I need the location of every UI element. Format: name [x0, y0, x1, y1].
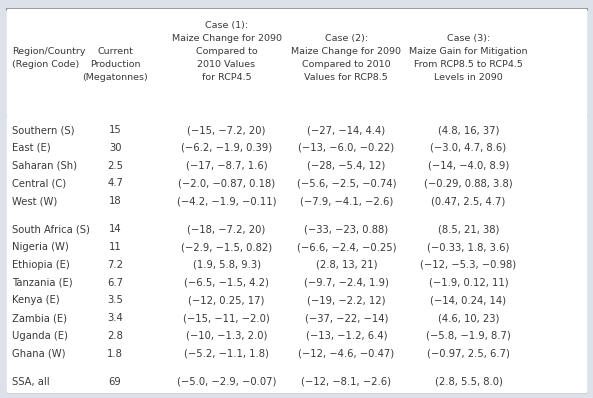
Text: 3.5: 3.5: [107, 295, 123, 305]
Text: Southern (S): Southern (S): [12, 125, 74, 135]
Text: (−6.5, −1.5, 4.2): (−6.5, −1.5, 4.2): [184, 278, 269, 288]
Text: (−0.33, 1.8, 3.6): (−0.33, 1.8, 3.6): [428, 242, 509, 252]
Text: (−6.6, −2.4, −0.25): (−6.6, −2.4, −0.25): [296, 242, 396, 252]
Text: Compared to: Compared to: [196, 47, 257, 56]
Text: (−9.7, −2.4, 1.9): (−9.7, −2.4, 1.9): [304, 278, 389, 288]
Text: 14: 14: [109, 224, 122, 234]
Text: East (E): East (E): [12, 143, 50, 153]
Text: Nigeria (W): Nigeria (W): [12, 242, 69, 252]
Text: (4.6, 10, 23): (4.6, 10, 23): [438, 313, 499, 323]
Text: (−1.9, 0.12, 11): (−1.9, 0.12, 11): [429, 278, 508, 288]
Text: 2.8: 2.8: [107, 331, 123, 341]
Text: Ethiopia (E): Ethiopia (E): [12, 260, 69, 270]
Text: (−12, −8.1, −2.6): (−12, −8.1, −2.6): [301, 377, 391, 387]
Text: (−5.2, −1.1, 1.8): (−5.2, −1.1, 1.8): [184, 349, 269, 359]
Text: 2.5: 2.5: [107, 161, 123, 171]
Text: Current: Current: [97, 47, 133, 56]
Text: (2.8, 13, 21): (2.8, 13, 21): [315, 260, 377, 270]
Text: Uganda (E): Uganda (E): [12, 331, 68, 341]
Text: Maize Gain for Mitigation: Maize Gain for Mitigation: [409, 47, 528, 56]
Text: Region/Country: Region/Country: [12, 47, 85, 56]
Text: (−3.0, 4.7, 8.6): (−3.0, 4.7, 8.6): [431, 143, 506, 153]
Text: (−5.0, −2.9, −0.07): (−5.0, −2.9, −0.07): [177, 377, 276, 387]
Text: (−14, 0.24, 14): (−14, 0.24, 14): [431, 295, 506, 305]
Text: Compared to 2010: Compared to 2010: [302, 60, 391, 69]
Text: (−13, −1.2, 6.4): (−13, −1.2, 6.4): [305, 331, 387, 341]
Text: (−33, −23, 0.88): (−33, −23, 0.88): [304, 224, 388, 234]
Text: (−6.2, −1.9, 0.39): (−6.2, −1.9, 0.39): [181, 143, 272, 153]
Text: (−0.29, 0.88, 3.8): (−0.29, 0.88, 3.8): [424, 178, 513, 188]
Text: 7.2: 7.2: [107, 260, 123, 270]
Text: Maize Change for 2090: Maize Change for 2090: [291, 47, 401, 56]
Text: Ghana (W): Ghana (W): [12, 349, 65, 359]
Text: (−13, −6.0, −0.22): (−13, −6.0, −0.22): [298, 143, 394, 153]
Text: 4.7: 4.7: [107, 178, 123, 188]
Text: 15: 15: [109, 125, 122, 135]
Text: South Africa (S): South Africa (S): [12, 224, 90, 234]
Text: Case (1):: Case (1):: [205, 21, 248, 30]
Text: (Region Code): (Region Code): [12, 60, 79, 69]
Text: 1.8: 1.8: [107, 349, 123, 359]
Text: 30: 30: [109, 143, 122, 153]
Text: SSA, all: SSA, all: [12, 377, 49, 387]
Text: (−27, −14, 4.4): (−27, −14, 4.4): [307, 125, 385, 135]
Text: (−19, −2.2, 12): (−19, −2.2, 12): [307, 295, 385, 305]
Text: (Megatonnes): (Megatonnes): [82, 73, 148, 82]
Text: Case (2):: Case (2):: [325, 34, 368, 43]
Text: 18: 18: [109, 196, 122, 206]
Text: 69: 69: [109, 377, 122, 387]
Text: 3.4: 3.4: [107, 313, 123, 323]
Text: (−18, −7.2, 20): (−18, −7.2, 20): [187, 224, 266, 234]
Text: (0.47, 2.5, 4.7): (0.47, 2.5, 4.7): [431, 196, 506, 206]
Text: Case (3):: Case (3):: [447, 34, 490, 43]
Text: (−0.97, 2.5, 6.7): (−0.97, 2.5, 6.7): [427, 349, 510, 359]
Text: (2.8, 5.5, 8.0): (2.8, 5.5, 8.0): [435, 377, 502, 387]
Text: (8.5, 21, 38): (8.5, 21, 38): [438, 224, 499, 234]
Text: Kenya (E): Kenya (E): [12, 295, 59, 305]
Text: (−5.8, −1.9, 8.7): (−5.8, −1.9, 8.7): [426, 331, 511, 341]
Text: Maize Change for 2090: Maize Change for 2090: [171, 34, 282, 43]
Text: 2010 Values: 2010 Values: [197, 60, 256, 69]
Text: Production: Production: [90, 60, 141, 69]
Text: (−14, −4.0, 8.9): (−14, −4.0, 8.9): [428, 161, 509, 171]
Text: Values for RCP8.5: Values for RCP8.5: [304, 73, 388, 82]
Text: (−17, −8.7, 1.6): (−17, −8.7, 1.6): [186, 161, 267, 171]
Text: West (W): West (W): [12, 196, 57, 206]
Text: (−28, −5.4, 12): (−28, −5.4, 12): [307, 161, 385, 171]
Text: (−2.9, −1.5, 0.82): (−2.9, −1.5, 0.82): [181, 242, 272, 252]
Text: (−12, −5.3, −0.98): (−12, −5.3, −0.98): [420, 260, 517, 270]
Text: Saharan (Sh): Saharan (Sh): [12, 161, 77, 171]
Text: Levels in 2090: Levels in 2090: [434, 73, 503, 82]
Text: (−15, −7.2, 20): (−15, −7.2, 20): [187, 125, 266, 135]
Text: (−12, 0.25, 17): (−12, 0.25, 17): [189, 295, 264, 305]
Text: (−10, −1.3, 2.0): (−10, −1.3, 2.0): [186, 331, 267, 341]
Text: (1.9, 5.8, 9.3): (1.9, 5.8, 9.3): [193, 260, 260, 270]
Text: Tanzania (E): Tanzania (E): [12, 278, 72, 288]
Text: (−12, −4.6, −0.47): (−12, −4.6, −0.47): [298, 349, 394, 359]
Text: for RCP4.5: for RCP4.5: [202, 73, 251, 82]
Text: (4.8, 16, 37): (4.8, 16, 37): [438, 125, 499, 135]
Text: 11: 11: [109, 242, 122, 252]
Text: Zambia (E): Zambia (E): [12, 313, 67, 323]
Text: 6.7: 6.7: [107, 278, 123, 288]
Text: (−2.0, −0.87, 0.18): (−2.0, −0.87, 0.18): [178, 178, 275, 188]
Text: (−15, −11, −2.0): (−15, −11, −2.0): [183, 313, 270, 323]
Text: (−5.6, −2.5, −0.74): (−5.6, −2.5, −0.74): [296, 178, 396, 188]
Text: (−37, −22, −14): (−37, −22, −14): [305, 313, 388, 323]
Text: Central (C): Central (C): [12, 178, 66, 188]
Text: (−7.9, −4.1, −2.6): (−7.9, −4.1, −2.6): [299, 196, 393, 206]
Text: (−4.2, −1.9, −0.11): (−4.2, −1.9, −0.11): [177, 196, 276, 206]
Text: From RCP8.5 to RCP4.5: From RCP8.5 to RCP4.5: [414, 60, 523, 69]
